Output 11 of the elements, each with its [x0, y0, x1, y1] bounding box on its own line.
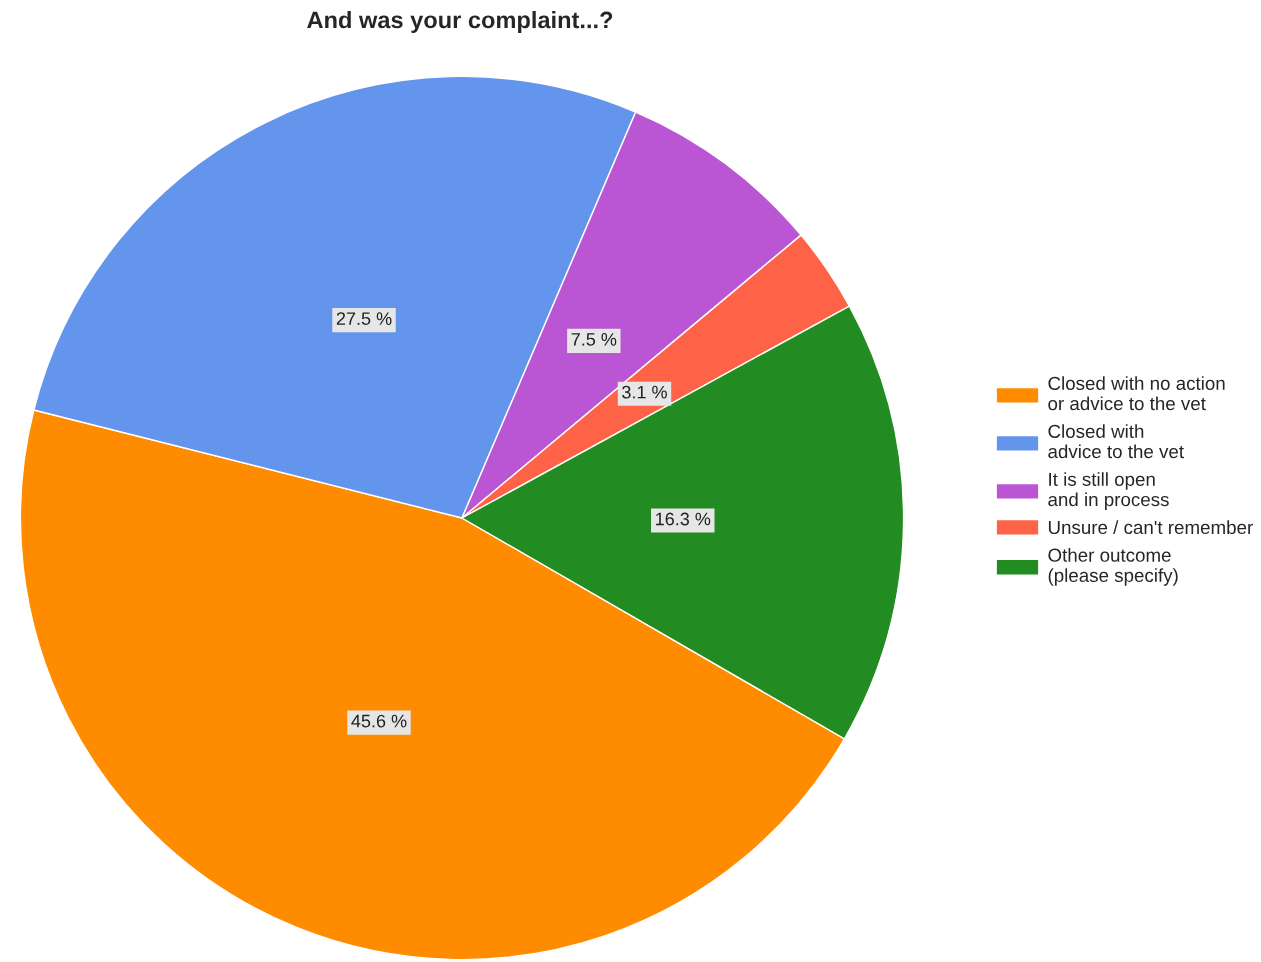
legend-label: Closed with advice to the vet — [1048, 424, 1184, 459]
chart-title: And was your complaint...? — [307, 11, 613, 33]
data-label: 7.5 % — [571, 333, 617, 346]
legend-label: Closed with no action or advice to the vet — [1048, 376, 1225, 411]
legend-label: Other outcome (please specify) — [1048, 548, 1178, 586]
legend-label: Unsure / can't remember — [1048, 520, 1253, 535]
data-label: 45.6 % — [351, 714, 407, 728]
data-label: 27.5 % — [336, 312, 392, 325]
data-label: 16.3 % — [656, 512, 711, 526]
legend-label: It is still open and in process — [1048, 472, 1169, 510]
data-label: 3.1 % — [622, 385, 667, 399]
